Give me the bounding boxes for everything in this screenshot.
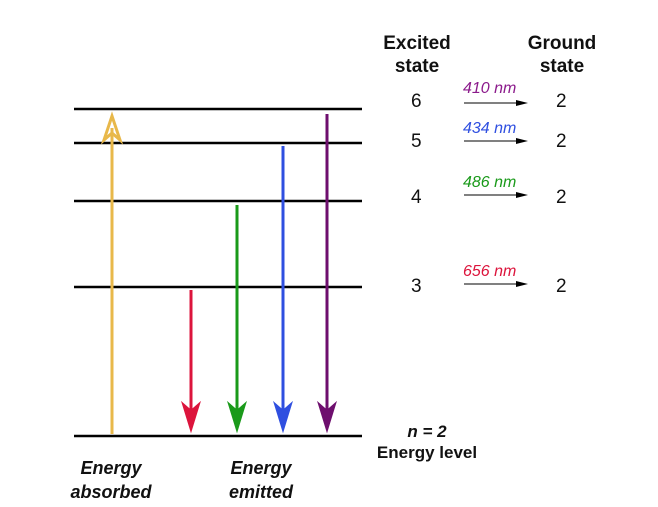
excited-state-header: Excited state bbox=[372, 32, 462, 78]
wavelength-434: 434 nm bbox=[463, 120, 517, 137]
transition-arrow-6 bbox=[464, 100, 528, 106]
ground-level-row-5: 2 bbox=[556, 131, 567, 152]
ground-header-line1: Ground bbox=[527, 33, 597, 54]
absorbed-caption-line1: Energy bbox=[80, 458, 142, 478]
emission-arrow-3-to-2 bbox=[181, 290, 201, 434]
ground-state-header: Ground state bbox=[512, 32, 612, 78]
n-equals-label: n = 2 bbox=[407, 422, 447, 441]
excited-level-3: 3 bbox=[411, 276, 422, 297]
ground-header-line2: state bbox=[539, 56, 585, 77]
emission-arrow-6-to-2 bbox=[317, 114, 337, 434]
energy-absorbed-caption: Energy absorbed bbox=[56, 456, 166, 504]
transition-arrow-3 bbox=[464, 281, 528, 287]
wavelength-486: 486 nm bbox=[463, 174, 517, 191]
excited-header-line1: Excited bbox=[383, 33, 451, 54]
emitted-caption-line2: emitted bbox=[228, 482, 293, 502]
energy-level-label: Energy level bbox=[376, 443, 478, 462]
ground-level-row-6: 2 bbox=[556, 91, 567, 112]
energy-emitted-caption: Energy emitted bbox=[206, 456, 316, 504]
transition-arrow-5 bbox=[464, 138, 528, 144]
excited-level-4: 4 bbox=[411, 187, 422, 208]
ground-level-row-3: 2 bbox=[556, 276, 567, 297]
wavelength-410: 410 nm bbox=[463, 80, 517, 97]
excited-header-line2: state bbox=[394, 56, 440, 77]
absorbed-caption-line2: absorbed bbox=[70, 482, 152, 502]
emission-arrow-5-to-2 bbox=[273, 146, 293, 434]
excited-level-5: 5 bbox=[411, 131, 422, 152]
transition-arrow-4 bbox=[464, 192, 528, 198]
ground-level-row-4: 2 bbox=[556, 187, 567, 208]
base-level-label: n = 2 Energy level bbox=[362, 421, 492, 463]
excited-level-6: 6 bbox=[411, 91, 422, 112]
absorbed-arrow bbox=[100, 111, 124, 434]
emitted-caption-line1: Energy bbox=[230, 458, 292, 478]
emission-arrow-4-to-2 bbox=[227, 205, 247, 434]
wavelength-656: 656 nm bbox=[463, 263, 517, 280]
